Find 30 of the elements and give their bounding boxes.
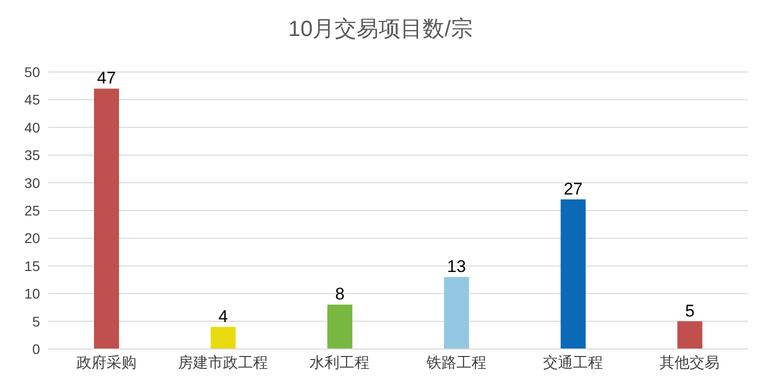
y-tick-label: 35 bbox=[24, 147, 40, 164]
data-label: 8 bbox=[335, 284, 345, 304]
y-tick-label: 20 bbox=[24, 230, 40, 246]
data-label: 27 bbox=[564, 179, 583, 198]
y-tick-label: 0 bbox=[32, 340, 40, 357]
bar bbox=[560, 199, 586, 349]
y-tick-label: 30 bbox=[24, 174, 40, 191]
x-tick-label: 政府采购 bbox=[76, 354, 136, 372]
bar bbox=[210, 326, 236, 349]
bar bbox=[94, 88, 119, 349]
y-tick-label: 25 bbox=[24, 202, 40, 218]
chart-title: 10月交易项目数/宗 bbox=[287, 15, 474, 43]
data-label: 5 bbox=[685, 301, 695, 320]
data-label: 47 bbox=[97, 68, 116, 88]
y-tick-label: 40 bbox=[24, 119, 40, 136]
x-tick-label: 铁路工程 bbox=[425, 354, 486, 372]
bar bbox=[677, 321, 702, 349]
x-tick-label: 其他交易 bbox=[660, 354, 720, 372]
data-label: 4 bbox=[218, 306, 228, 326]
x-tick-label: 房建市政工程 bbox=[178, 354, 268, 372]
y-tick-label: 50 bbox=[24, 64, 40, 80]
y-tick-label: 5 bbox=[32, 313, 40, 330]
bar bbox=[444, 276, 469, 349]
x-tick-label: 交通工程 bbox=[543, 354, 603, 372]
data-label: 13 bbox=[447, 256, 466, 276]
x-tick-label: 水利工程 bbox=[310, 354, 370, 372]
y-tick-label: 45 bbox=[24, 92, 40, 108]
bar bbox=[327, 304, 352, 349]
y-tick-label: 10 bbox=[24, 286, 40, 302]
y-tick-label: 15 bbox=[24, 258, 40, 274]
